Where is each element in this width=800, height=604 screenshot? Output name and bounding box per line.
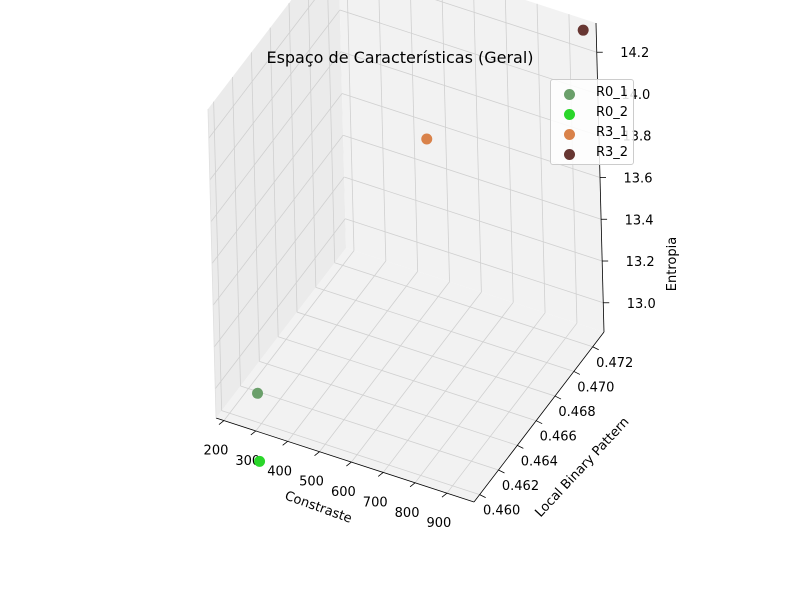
legend-item: R3_1 <box>551 124 635 144</box>
legend-label: R0_1 <box>596 85 629 100</box>
legend-marker <box>564 129 575 140</box>
chart-title: Espaço de Características (Geral) <box>266 48 534 67</box>
z-gridline-left <box>212 135 344 306</box>
legend-label: R3_1 <box>596 125 629 140</box>
legend-marker <box>564 89 575 100</box>
x-gridline-floor <box>351 291 482 463</box>
z-gridline-back <box>342 134 602 220</box>
z-gridline-back <box>435 0 597 53</box>
z-tick-label: 13.2 <box>626 255 655 270</box>
x-gridline-floor <box>319 281 450 452</box>
y-tick-mark <box>535 420 543 425</box>
x-tick-mark <box>282 441 288 446</box>
axis-panes <box>208 0 604 502</box>
y-tick-mark <box>554 395 562 400</box>
x-gridline-floor <box>223 250 355 421</box>
legend: R0_1 R0_2 R3_1 R3_2 <box>550 79 634 165</box>
z-axis-label: Entropia <box>665 237 680 291</box>
x-tick-label: 700 <box>363 495 388 510</box>
y-tick-mark <box>592 346 599 351</box>
z-gridline-left <box>213 176 345 348</box>
x-tick-label: 400 <box>267 464 292 479</box>
z-gridline-left <box>209 9 341 181</box>
y-gridline-floor <box>240 385 499 471</box>
x-tick-label: 600 <box>331 485 356 500</box>
x-gridline-floor <box>287 271 418 442</box>
x-tick-mark <box>409 482 416 488</box>
data-points <box>252 24 589 467</box>
legend-item: R3_2 <box>551 144 635 164</box>
pane-edge <box>207 108 217 419</box>
x-gridline-floor <box>414 312 546 484</box>
axis-lines <box>207 22 605 503</box>
z-gridline-left <box>208 0 315 139</box>
x-tick-mark <box>314 451 320 457</box>
x-tick-label: 200 <box>204 444 229 459</box>
x-gridline-floor <box>255 260 387 432</box>
legend-item: R0_2 <box>551 104 635 124</box>
floor-pane <box>216 248 604 502</box>
x-axis-line <box>215 417 475 503</box>
x-tick-mark <box>346 461 352 467</box>
y-tick-mark <box>498 469 505 474</box>
y-tick-label: 0.466 <box>540 430 577 445</box>
y-tick-mark <box>517 444 524 449</box>
z-tick-label: 13.4 <box>625 213 654 228</box>
y-tick-label: 0.468 <box>558 405 595 420</box>
x-gridline-floor <box>382 302 514 473</box>
y-tick-mark <box>479 494 486 498</box>
x-tick-label: 800 <box>395 506 420 521</box>
z-gridline-left <box>211 93 343 264</box>
x-tick-label: 500 <box>299 475 324 490</box>
legend-marker <box>564 109 575 120</box>
x-tick-label: 300 <box>235 454 260 469</box>
x-tick-mark <box>441 492 448 498</box>
x-gridline-floor <box>446 322 578 494</box>
legend-marker <box>564 149 575 160</box>
legend-label: R0_2 <box>596 105 629 120</box>
legend-item: R0_1 <box>551 84 635 104</box>
data-point-r0-1 <box>252 387 264 399</box>
z-gridline-back <box>344 176 603 262</box>
y-tick-label: 0.460 <box>483 504 520 519</box>
data-point-r3-1 <box>421 133 433 145</box>
x-tick-label: 900 <box>427 516 452 531</box>
y-tick-label: 0.472 <box>596 356 633 371</box>
y-gridline-floor <box>296 311 556 397</box>
back-pane <box>339 0 604 332</box>
z-tick-label: 13.0 <box>627 297 656 312</box>
data-point-r0-2 <box>254 455 266 467</box>
y-gridline-floor <box>259 360 518 446</box>
z-tick-label: 13.6 <box>624 172 653 187</box>
x-tick-mark <box>250 430 257 436</box>
grid-lines <box>208 0 604 495</box>
z-gridline-left <box>214 218 346 390</box>
x-tick-mark <box>377 472 384 477</box>
y-gridline-floor <box>315 287 574 372</box>
legend-label: R3_2 <box>596 145 629 160</box>
data-point-r3-2 <box>577 24 589 36</box>
y-gridline-floor <box>221 410 480 495</box>
z-tick-label: 14.2 <box>620 46 649 61</box>
y-gridline-floor <box>278 336 537 422</box>
z-gridline-left <box>210 51 342 222</box>
y-gridline-floor <box>334 262 593 348</box>
y-tick-label: 0.470 <box>577 380 614 395</box>
y-tick-mark <box>573 371 581 375</box>
y-axis-line <box>473 331 605 503</box>
z-gridline-back <box>345 218 604 304</box>
y-tick-label: 0.462 <box>502 479 539 494</box>
y-tick-label: 0.464 <box>521 454 558 469</box>
x-tick-mark <box>218 420 225 425</box>
